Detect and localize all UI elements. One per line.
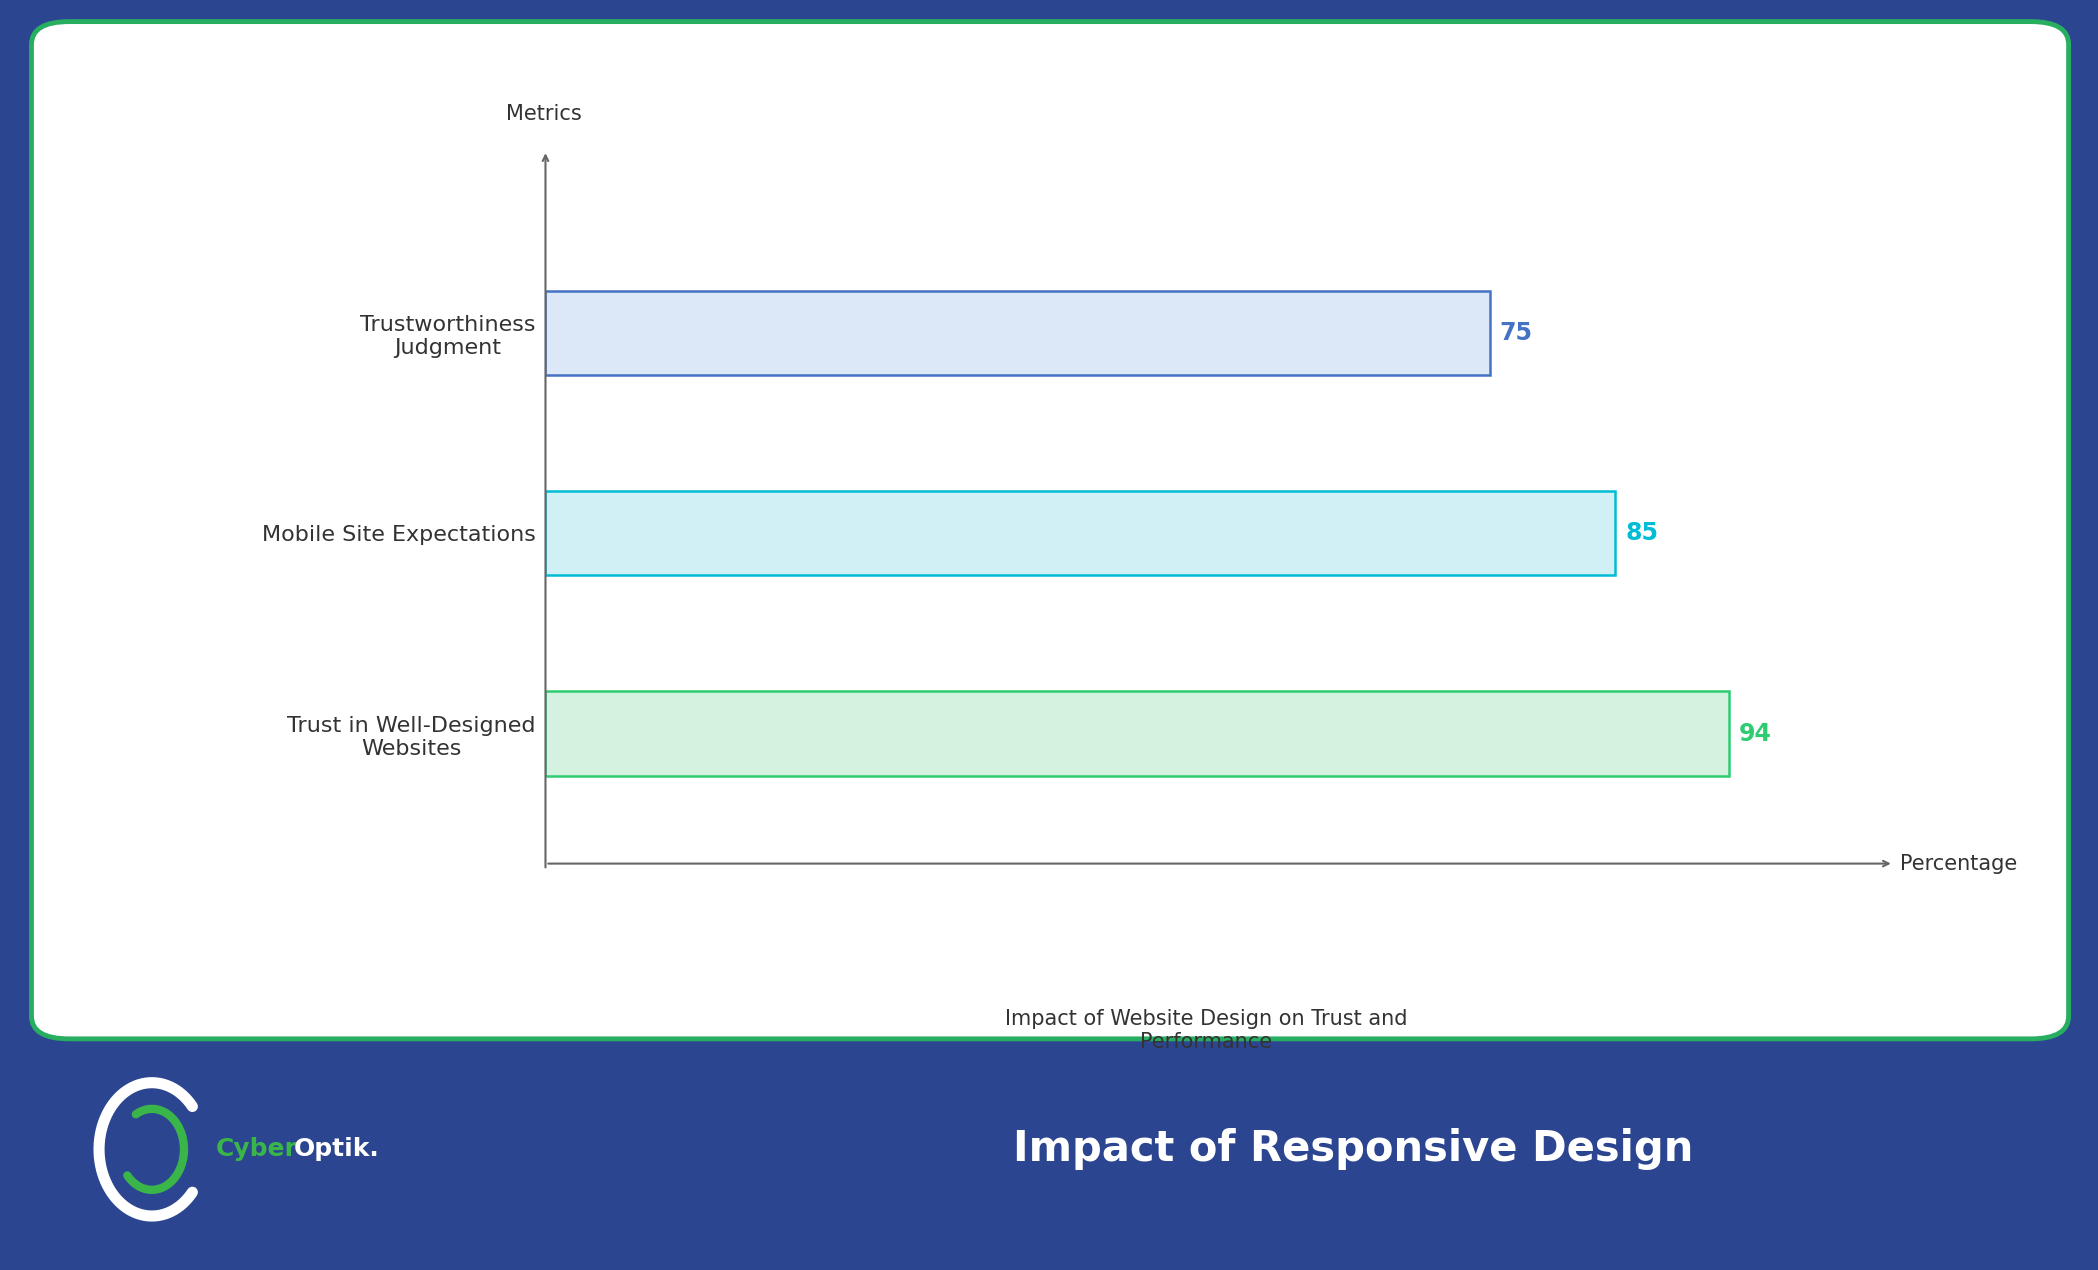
Bar <box>545 291 1490 376</box>
Text: Percentage: Percentage <box>1901 853 2018 874</box>
Text: Optik.: Optik. <box>294 1138 380 1161</box>
Text: 85: 85 <box>1626 522 1660 545</box>
Text: Impact of Website Design on Trust and
Performance: Impact of Website Design on Trust and Pe… <box>1005 1008 1408 1052</box>
Bar <box>545 691 1729 776</box>
Text: Cyber: Cyber <box>216 1138 298 1161</box>
Text: Impact of Responsive Design: Impact of Responsive Design <box>1013 1128 1693 1171</box>
Text: Metrics: Metrics <box>506 104 581 124</box>
Bar <box>545 491 1615 575</box>
Text: 75: 75 <box>1500 321 1534 345</box>
Text: 94: 94 <box>1739 721 1771 745</box>
